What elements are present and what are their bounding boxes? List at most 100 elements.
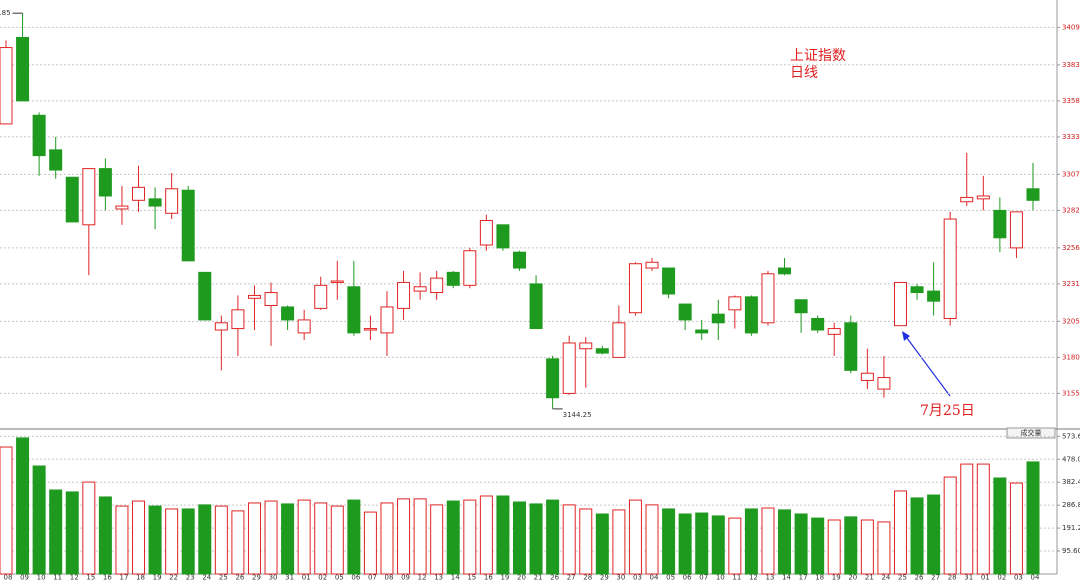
annotation: 日线 bbox=[790, 65, 818, 81]
x-tick-label: 12 bbox=[749, 574, 758, 581]
y-tick-label: 3205 bbox=[1062, 317, 1080, 325]
volume-bar bbox=[877, 521, 891, 575]
x-tick-label: 17 bbox=[799, 574, 808, 581]
y-tick-label: 3383 bbox=[1062, 61, 1080, 69]
x-tick-label: 25 bbox=[898, 574, 907, 581]
x-tick-label: 26 bbox=[915, 574, 924, 581]
candle-body bbox=[844, 322, 858, 371]
y-tick-label: 3180 bbox=[1062, 353, 1080, 361]
candle-body bbox=[16, 36, 30, 102]
x-tick-label: 20 bbox=[848, 574, 857, 581]
candle-body bbox=[32, 114, 46, 157]
candle-body bbox=[877, 377, 891, 390]
volume-bar bbox=[529, 503, 543, 575]
candle-body bbox=[1026, 188, 1040, 201]
volume-bar bbox=[264, 500, 278, 575]
x-tick-label: 02 bbox=[997, 574, 1006, 581]
volume-bar bbox=[513, 501, 526, 575]
x-tick-label: 06 bbox=[351, 574, 360, 581]
x-tick-label: 30 bbox=[269, 574, 278, 581]
min-label: 3144.25 bbox=[563, 411, 592, 419]
x-tick-label: 12 bbox=[418, 574, 427, 581]
candle-body bbox=[612, 322, 626, 358]
volume-bar bbox=[943, 476, 957, 575]
volume-bar bbox=[430, 504, 444, 575]
candle-body bbox=[297, 319, 311, 334]
volume-bar bbox=[132, 500, 146, 575]
candle-body bbox=[695, 329, 709, 334]
candle-body bbox=[264, 292, 278, 307]
volume-bar bbox=[579, 508, 593, 575]
candle-body bbox=[893, 281, 907, 327]
candle-body bbox=[49, 149, 63, 171]
candle-body bbox=[0, 47, 13, 125]
candle-body bbox=[993, 209, 1007, 239]
y-tick-label: 3282 bbox=[1062, 206, 1080, 214]
candle-body bbox=[181, 189, 195, 262]
volume-bar bbox=[165, 508, 179, 575]
volume-bar bbox=[628, 499, 642, 575]
candle-body bbox=[165, 188, 179, 214]
x-tick-label: 27 bbox=[931, 574, 940, 581]
volume-bar bbox=[247, 502, 261, 575]
volume-bar bbox=[148, 505, 162, 575]
candle-body bbox=[579, 342, 593, 350]
candle-body bbox=[413, 286, 427, 292]
candle-body bbox=[645, 261, 659, 269]
volume-bar bbox=[0, 446, 13, 575]
candle-body bbox=[513, 251, 526, 269]
annotation: 上证指数 bbox=[790, 48, 846, 64]
x-tick-label: 25 bbox=[219, 574, 228, 581]
x-tick-label: 29 bbox=[600, 574, 609, 581]
volume-bar bbox=[695, 512, 709, 575]
x-tick-label: 22 bbox=[169, 574, 178, 581]
volume-bar bbox=[413, 498, 427, 575]
x-tick-label: 26 bbox=[550, 574, 559, 581]
x-tick-label: 01 bbox=[981, 574, 990, 581]
volume-bar bbox=[49, 489, 63, 575]
x-tick-label: 03 bbox=[633, 574, 642, 581]
x-tick-label: 28 bbox=[583, 574, 592, 581]
x-tick-label: 16 bbox=[484, 574, 493, 581]
volume-bar bbox=[214, 505, 228, 575]
y-tick-label: 478.01亿 bbox=[1062, 454, 1080, 463]
y-tick-label: 286.81亿 bbox=[1062, 500, 1080, 509]
volume-bar bbox=[893, 490, 907, 575]
x-tick-label: 04 bbox=[650, 574, 659, 581]
volume-title: 成交量 bbox=[1021, 428, 1042, 437]
x-tick-label: 20 bbox=[517, 574, 526, 581]
candle-body bbox=[98, 168, 112, 197]
candle-body bbox=[927, 290, 941, 302]
x-tick-label: 21 bbox=[534, 574, 543, 581]
candle-body bbox=[198, 271, 212, 321]
volume-bar bbox=[844, 516, 858, 575]
x-tick-label: 18 bbox=[136, 574, 145, 581]
candle-body bbox=[960, 196, 974, 203]
x-tick-label: 04 bbox=[1031, 574, 1040, 581]
x-tick-label: 17 bbox=[119, 574, 128, 581]
x-tick-label: 26 bbox=[235, 574, 244, 581]
x-tick-label: 03 bbox=[1014, 574, 1023, 581]
candle-body bbox=[330, 280, 344, 283]
volume-bar bbox=[728, 517, 742, 575]
candle-body bbox=[678, 303, 692, 321]
x-tick-label: 09 bbox=[20, 574, 29, 581]
volume-bar bbox=[1009, 482, 1023, 575]
arrow-head bbox=[902, 331, 910, 341]
volume-bar bbox=[16, 437, 30, 575]
x-tick-label: 09 bbox=[401, 574, 410, 581]
volume-bar bbox=[960, 463, 974, 575]
candle-body bbox=[628, 263, 642, 314]
volume-bar bbox=[645, 504, 659, 575]
candle-body bbox=[281, 306, 295, 321]
x-tick-label: 21 bbox=[865, 574, 874, 581]
y-tick-label: 191.20亿 bbox=[1062, 523, 1080, 532]
candle-body bbox=[115, 205, 129, 210]
volume-bar bbox=[479, 495, 493, 575]
candle-body bbox=[247, 294, 261, 299]
volume-bar bbox=[463, 499, 477, 575]
candle-body bbox=[347, 286, 361, 334]
x-tick-label: 02 bbox=[318, 574, 327, 581]
volume-bar bbox=[546, 499, 560, 575]
x-tick-label: 07 bbox=[699, 574, 708, 581]
